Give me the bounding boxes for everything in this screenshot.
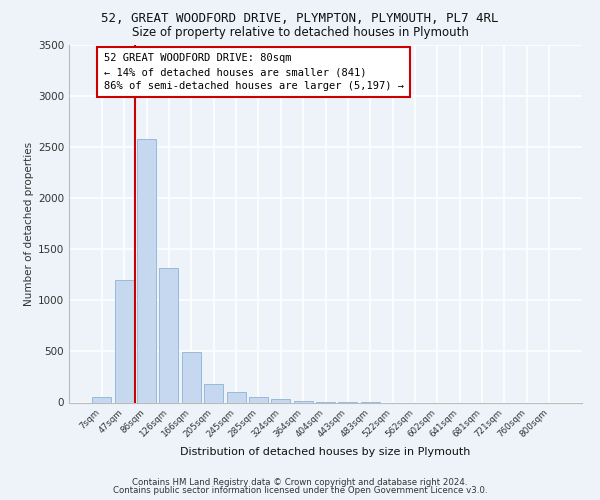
Text: Contains public sector information licensed under the Open Government Licence v3: Contains public sector information licen… [113, 486, 487, 495]
Text: 52, GREAT WOODFORD DRIVE, PLYMPTON, PLYMOUTH, PL7 4RL: 52, GREAT WOODFORD DRIVE, PLYMPTON, PLYM… [101, 12, 499, 26]
Bar [92, 398, 112, 402]
Bar [227, 392, 245, 402]
Text: 52 GREAT WOODFORD DRIVE: 80sqm
← 14% of detached houses are smaller (841)
86% of: 52 GREAT WOODFORD DRIVE: 80sqm ← 14% of … [104, 53, 404, 91]
Bar [249, 397, 268, 402]
Bar [182, 352, 201, 403]
Text: Size of property relative to detached houses in Plymouth: Size of property relative to detached ho… [131, 26, 469, 39]
Bar [271, 400, 290, 402]
X-axis label: Distribution of detached houses by size in Plymouth: Distribution of detached houses by size … [181, 447, 470, 457]
Bar [137, 139, 156, 402]
Bar [115, 280, 134, 402]
Bar [293, 401, 313, 402]
Bar [204, 384, 223, 402]
Y-axis label: Number of detached properties: Number of detached properties [24, 142, 34, 306]
Text: Contains HM Land Registry data © Crown copyright and database right 2024.: Contains HM Land Registry data © Crown c… [132, 478, 468, 487]
Bar [160, 268, 178, 402]
